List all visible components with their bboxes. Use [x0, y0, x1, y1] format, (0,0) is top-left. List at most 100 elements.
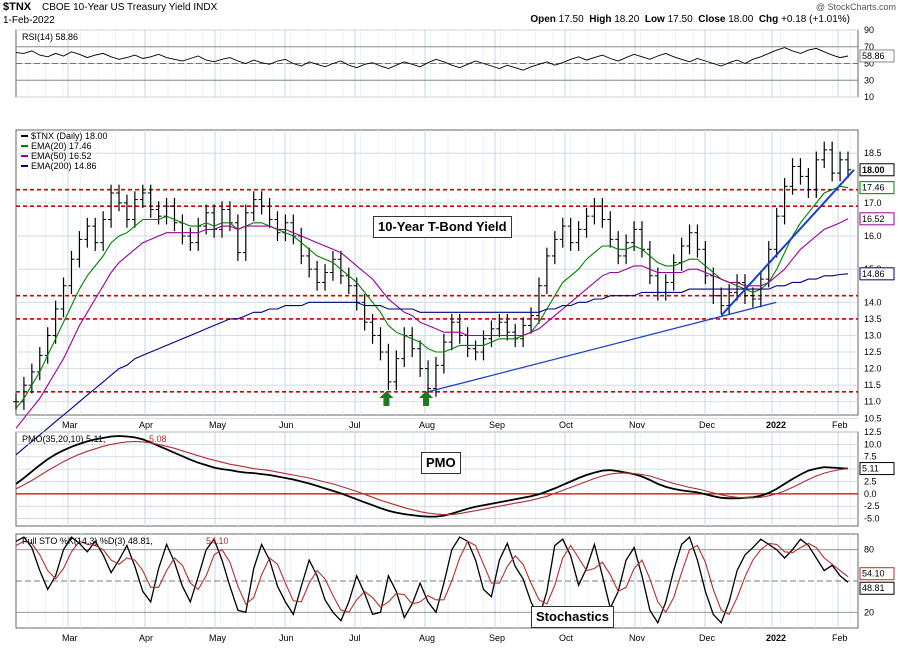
x-axis-label: Feb — [832, 633, 848, 643]
rsi-line — [15, 47, 849, 71]
x-axis-label: May — [209, 633, 227, 643]
price-legend-entry: EMA(50) 16.52 — [31, 151, 92, 161]
price-panel-title: 10-Year T-Bond Yield — [373, 216, 512, 238]
x-axis-label: Apr — [139, 420, 153, 430]
pmo-last-label: 5.11 — [862, 464, 879, 474]
price-last-label: 14.86 — [862, 269, 885, 279]
sto-tick-label: 80 — [864, 545, 874, 555]
pmo-last-box — [859, 462, 895, 476]
price-legend-entry: $TNX (Daily) 18.00 — [31, 131, 108, 141]
price-last-box — [859, 212, 895, 226]
price-last-label: 16.52 — [862, 214, 885, 224]
pmo-tick-label: 10.0 — [864, 439, 882, 449]
sto-d-line — [15, 540, 849, 616]
price-tick-label: 12.5 — [864, 347, 882, 357]
quote-line: Open 17.50 High 18.20 Low 17.50 Close 18… — [530, 14, 850, 25]
price-frame — [15, 129, 859, 416]
rsi-tick-label: 10 — [864, 92, 874, 102]
price-last-box — [859, 163, 895, 177]
price-last-box — [859, 267, 895, 281]
low-value: 17.50 — [667, 14, 693, 25]
x-axis-label: Dec — [699, 633, 716, 643]
pmo-tick-label: 2.5 — [864, 476, 877, 486]
rsi-last-label: 58.86 — [862, 51, 885, 61]
pmo-legend-signal: 5.08 — [149, 434, 167, 444]
price-tick-label: 12.0 — [864, 364, 882, 374]
close-value: 18.00 — [728, 14, 754, 25]
price-tick-label: 11.5 — [864, 380, 881, 390]
x-axis-label: Oct — [559, 633, 574, 643]
symbol: $TNX — [3, 1, 32, 13]
ema50-line — [15, 218, 849, 429]
buy-signal-arrow — [379, 391, 394, 406]
rsi-tick-label: 90 — [864, 25, 874, 35]
ema20-line — [15, 185, 849, 409]
pmo-tick-label: -2.5 — [864, 501, 880, 511]
open-label: Open — [530, 14, 556, 25]
x-axis-label: Oct — [559, 420, 574, 430]
long-trendline — [427, 301, 777, 393]
price-tick-label: 14.0 — [864, 297, 882, 307]
x-axis-label: Nov — [629, 633, 646, 643]
rsi-legend: RSI(14) 58.86 — [22, 32, 78, 42]
rsi-tick-label: 70 — [864, 42, 874, 52]
x-axis-label: Jun — [279, 420, 294, 430]
price-tick-label: 13.5 — [864, 314, 882, 324]
pmo-tick-label: 0.0 — [864, 489, 877, 499]
buy-signal-arrow — [419, 391, 434, 406]
x-axis-label: Aug — [419, 633, 435, 643]
high-value: 18.20 — [614, 14, 640, 25]
x-axis-label: Jun — [279, 633, 294, 643]
pmo-signal-line — [15, 440, 849, 516]
price-last-box — [859, 181, 895, 195]
x-axis-label: Dec — [699, 420, 716, 430]
chart-date: 1-Feb-2022 — [3, 15, 55, 26]
sto-legend-d: 54.10 — [206, 536, 229, 546]
x-axis-label: Aug — [419, 420, 435, 430]
rsi-tick-label: 50 — [864, 59, 874, 69]
short-trendline — [720, 169, 855, 317]
sto-last-box — [859, 567, 895, 581]
price-legend-entry: EMA(200) 14.86 — [31, 161, 97, 171]
close-label: Close — [698, 14, 726, 25]
x-axis-label: 2022 — [766, 633, 786, 643]
price-tick-label: 13.0 — [864, 330, 882, 340]
x-axis-label: Jul — [349, 633, 361, 643]
sto-k-line — [15, 535, 849, 625]
sto-last-box — [859, 581, 895, 595]
x-axis-label: Sep — [489, 420, 505, 430]
low-label: Low — [644, 14, 665, 25]
x-axis-label: May — [209, 420, 227, 430]
copyright: @ StockCharts.com — [815, 2, 896, 12]
chg-label: Chg — [758, 14, 779, 25]
price-tick-label: 18.5 — [864, 148, 882, 158]
price-tick-label: 10.5 — [864, 413, 882, 423]
rsi-last-box — [859, 49, 895, 63]
sto-last-label: 48.81 — [862, 583, 885, 593]
rsi-tick-label: 30 — [864, 75, 874, 85]
chart-header: $TNX CBOE 10-Year US Treasury Yield INDX… — [0, 0, 900, 30]
x-axis-label: Jul — [349, 420, 361, 430]
x-axis-label: Mar — [62, 420, 78, 430]
pmo-panel-title: PMO — [421, 452, 461, 474]
pmo-tick-label: 7.5 — [864, 452, 877, 462]
price-tick-label: 16.0 — [864, 231, 882, 241]
ema200-line — [15, 273, 849, 456]
sto-tick-label: 20 — [864, 607, 874, 617]
x-axis-label: 2022 — [766, 420, 786, 430]
pmo-frame — [15, 431, 859, 527]
x-axis-label: Apr — [139, 633, 153, 643]
instrument-name: CBOE 10-Year US Treasury Yield INDX — [42, 2, 218, 13]
open-value: 17.50 — [558, 14, 584, 25]
x-axis-label: Feb — [832, 420, 848, 430]
price-legend-entry: EMA(20) 17.46 — [31, 141, 92, 151]
pmo-legend: PMO(35,20,10) 5.11, — [22, 434, 105, 444]
price-last-label: 18.00 — [862, 165, 885, 175]
price-tick-label: 11.0 — [864, 397, 881, 407]
high-label: High — [589, 14, 612, 25]
sto-legend: Full STO %K(14,3) %D(3) 48.81, — [22, 536, 153, 546]
stochastics-panel-title: Stochastics — [531, 606, 614, 628]
x-axis-label: Nov — [629, 420, 646, 430]
price-last-label: 17.46 — [862, 183, 885, 193]
